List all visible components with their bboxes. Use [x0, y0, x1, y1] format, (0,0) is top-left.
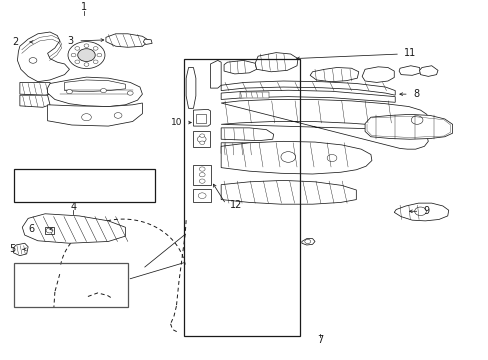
Circle shape: [93, 47, 98, 50]
Polygon shape: [47, 77, 142, 107]
Polygon shape: [221, 81, 394, 95]
Text: 11: 11: [403, 48, 415, 58]
Circle shape: [68, 42, 105, 69]
Polygon shape: [393, 203, 448, 221]
Polygon shape: [13, 243, 28, 256]
Text: 9: 9: [423, 206, 428, 216]
Polygon shape: [221, 180, 356, 204]
Text: 6: 6: [28, 224, 35, 234]
Circle shape: [114, 113, 122, 118]
Polygon shape: [255, 53, 297, 72]
Bar: [183, 59, 300, 336]
Polygon shape: [362, 67, 393, 82]
Bar: [14, 169, 154, 202]
Bar: [239, 93, 268, 98]
Circle shape: [66, 90, 72, 94]
Text: 3: 3: [67, 36, 73, 45]
Polygon shape: [193, 165, 211, 185]
Circle shape: [81, 114, 91, 121]
Text: 2: 2: [12, 37, 18, 47]
Circle shape: [326, 154, 336, 162]
Circle shape: [197, 136, 205, 143]
Polygon shape: [193, 189, 211, 202]
Polygon shape: [193, 109, 210, 126]
Circle shape: [75, 47, 80, 50]
Polygon shape: [186, 68, 196, 108]
Polygon shape: [143, 39, 152, 44]
Circle shape: [198, 193, 205, 198]
Polygon shape: [398, 66, 420, 75]
Polygon shape: [18, 32, 69, 82]
Polygon shape: [22, 214, 125, 243]
Circle shape: [97, 53, 102, 57]
Circle shape: [78, 49, 95, 62]
Polygon shape: [221, 141, 371, 174]
Polygon shape: [45, 226, 54, 234]
Polygon shape: [221, 128, 273, 141]
Bar: [14, 263, 127, 307]
Polygon shape: [221, 99, 427, 149]
Circle shape: [84, 63, 89, 66]
Polygon shape: [20, 95, 50, 107]
Circle shape: [46, 228, 53, 233]
Bar: [196, 114, 205, 122]
Polygon shape: [301, 239, 314, 245]
Circle shape: [29, 58, 37, 63]
Polygon shape: [193, 131, 210, 147]
Text: 7: 7: [316, 335, 323, 345]
Polygon shape: [47, 103, 142, 126]
Circle shape: [71, 53, 76, 57]
Polygon shape: [309, 68, 358, 82]
Text: 12: 12: [229, 200, 242, 210]
Circle shape: [84, 44, 89, 48]
Circle shape: [93, 60, 98, 64]
Polygon shape: [224, 60, 256, 74]
Circle shape: [414, 207, 426, 216]
Circle shape: [304, 239, 310, 244]
Circle shape: [281, 152, 295, 162]
Text: 8: 8: [413, 89, 419, 99]
Polygon shape: [419, 66, 437, 76]
Polygon shape: [106, 34, 149, 47]
Circle shape: [200, 134, 204, 138]
Circle shape: [199, 167, 204, 171]
Circle shape: [199, 172, 204, 177]
Text: 4: 4: [70, 202, 76, 212]
Polygon shape: [64, 80, 125, 92]
Polygon shape: [221, 143, 278, 156]
Polygon shape: [221, 90, 394, 102]
Circle shape: [200, 141, 204, 145]
Text: 10: 10: [170, 118, 182, 127]
Circle shape: [410, 116, 422, 124]
Text: 5: 5: [9, 244, 15, 254]
Polygon shape: [20, 82, 55, 95]
Circle shape: [101, 89, 106, 93]
Polygon shape: [210, 60, 221, 88]
Text: 1: 1: [81, 2, 87, 12]
Polygon shape: [365, 114, 452, 139]
Circle shape: [127, 91, 133, 95]
Circle shape: [75, 60, 80, 64]
Circle shape: [199, 179, 204, 183]
